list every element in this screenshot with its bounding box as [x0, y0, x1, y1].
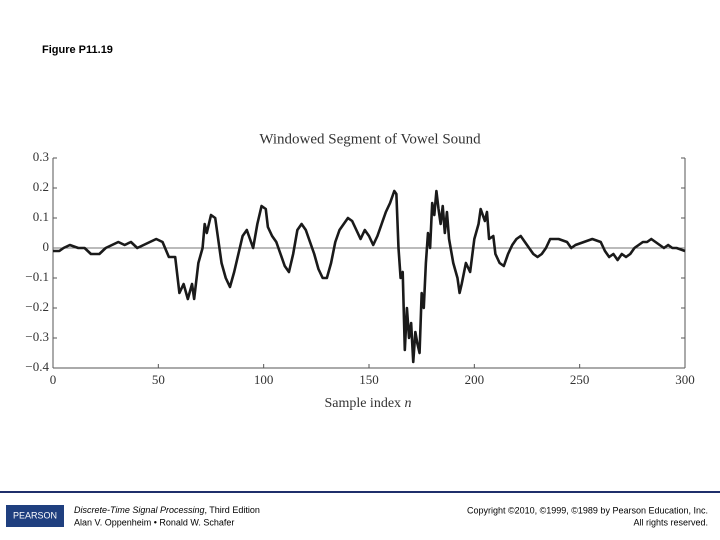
authors: Alan V. Oppenheim • Ronald W. Schafer [74, 517, 234, 527]
figure-label: Figure P11.19 [42, 44, 113, 56]
x-tick-label: 250 [570, 372, 590, 387]
x-tick-label: 150 [359, 372, 379, 387]
logo-box [6, 505, 64, 527]
x-axis-label-text: Sample index [324, 396, 404, 411]
y-tick-label: 0.1 [33, 209, 49, 224]
x-axis-label-var: n [405, 396, 412, 411]
y-tick-label: 0 [43, 239, 50, 254]
copyright: Copyright ©2010, ©1999, ©1989 by Pearson… [467, 505, 708, 515]
y-tick-label: 0.2 [33, 179, 49, 194]
x-axis-label: Sample index n [324, 396, 411, 411]
book-title: Discrete-Time Signal Processing [74, 505, 204, 515]
x-tick-label: 50 [152, 372, 165, 387]
book-line: Discrete-Time Signal Processing, Third E… [74, 505, 260, 515]
signal-line [53, 189, 686, 364]
x-tick-label: 300 [675, 372, 695, 387]
chart-title: Windowed Segment of Vowel Sound [259, 131, 481, 147]
x-tick-label: 200 [465, 372, 485, 387]
x-tick-label: 0 [50, 372, 57, 387]
y-tick-label: 0.3 [33, 149, 49, 164]
y-tick-label: −0.4 [25, 359, 49, 374]
y-tick-label: −0.1 [25, 269, 49, 284]
rights: All rights reserved. [633, 517, 708, 527]
book-edition: , Third Edition [204, 505, 259, 515]
logo: PEARSON [13, 510, 57, 520]
y-tick-label: −0.2 [25, 299, 49, 314]
x-tick-label: 100 [254, 372, 274, 387]
y-tick-label: −0.3 [25, 329, 49, 344]
